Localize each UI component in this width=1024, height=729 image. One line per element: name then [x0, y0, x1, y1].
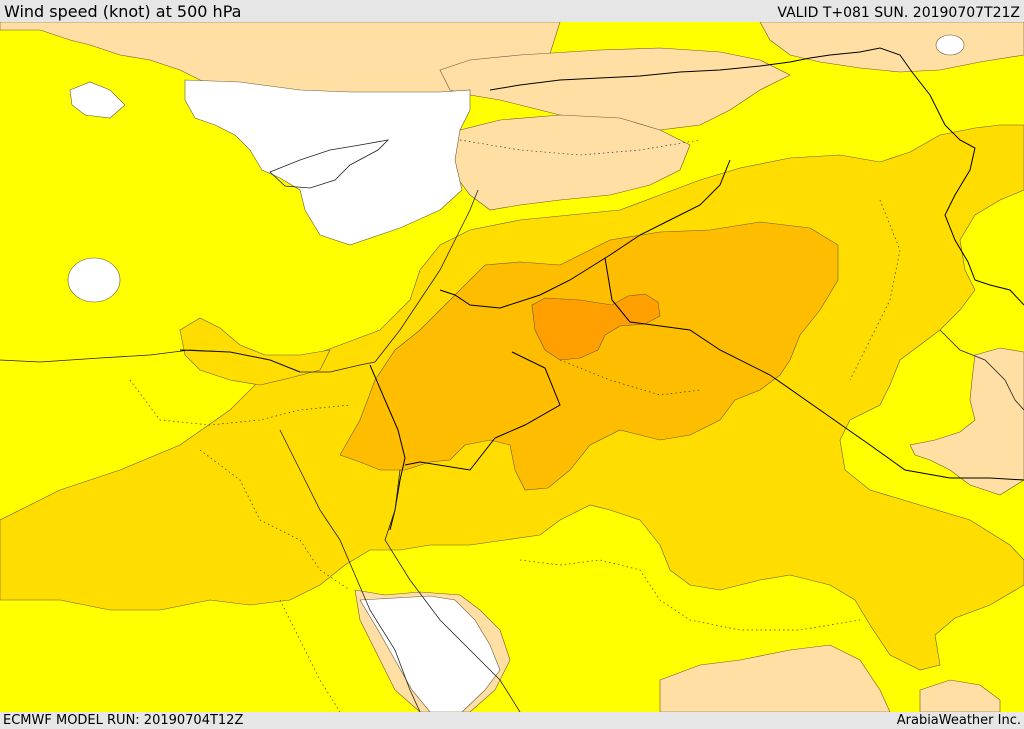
amber-core: [339, 221, 839, 491]
map-title: Wind speed (knot) at 500 hPa: [4, 2, 242, 21]
border-iraq-saudi: [604, 257, 1024, 481]
map-canvas: [0, 22, 1024, 712]
amber-band-regions: [339, 221, 839, 491]
white-central-med: [67, 257, 121, 303]
coast-north-africa: [0, 349, 376, 373]
dotted-line-6: [849, 199, 901, 381]
dotted-line-2: [199, 449, 351, 591]
header-bar: Wind speed (knot) at 500 hPa VALID T+081…: [0, 0, 1024, 22]
border-iraq-iran: [911, 71, 1024, 306]
coast-red-sea-east: [384, 469, 521, 712]
credit-label: ArabiaWeather Inc.: [896, 713, 1021, 728]
peach-gulf: [909, 347, 1024, 496]
model-run-label: ECMWF MODEL RUN: 20190704T12Z: [3, 713, 244, 728]
white-east-med: [184, 79, 471, 246]
border-jordan-saudi-south: [404, 351, 561, 471]
valid-time: VALID T+081 SUN. 20190707T21Z: [777, 5, 1020, 21]
dotted-line-1: [129, 379, 351, 426]
white-caspian: [935, 34, 965, 56]
white-aegean: [69, 81, 126, 119]
white-band-regions: [67, 34, 965, 712]
admin-borders: [129, 139, 901, 712]
coastlines: [0, 139, 1024, 712]
peach-syria: [449, 114, 691, 211]
wind-speed-map: [0, 22, 1024, 712]
peach-far-south-east: [919, 679, 1001, 712]
country-borders: [179, 47, 1024, 531]
peach-north-east: [439, 47, 791, 131]
footer-bar: ECMWF MODEL RUN: 20190704T12Z ArabiaWeat…: [0, 712, 1024, 729]
border-syria-iraq: [489, 47, 913, 91]
coast-cyprus: [269, 139, 390, 189]
dotted-line-5: [459, 139, 701, 156]
border-jordan-saudi: [439, 159, 731, 309]
white-red-sea: [359, 595, 501, 712]
coast-red-sea-west: [279, 429, 421, 712]
coast-gulf: [939, 329, 1024, 411]
coast-levant: [374, 189, 479, 363]
peach-caucasus: [759, 22, 1024, 73]
dotted-line-7: [279, 599, 341, 712]
gold-west-bulge: [179, 317, 331, 386]
dotted-line-3: [519, 559, 861, 631]
peach-south-arabia: [659, 644, 891, 712]
dotted-line-4: [559, 359, 701, 396]
